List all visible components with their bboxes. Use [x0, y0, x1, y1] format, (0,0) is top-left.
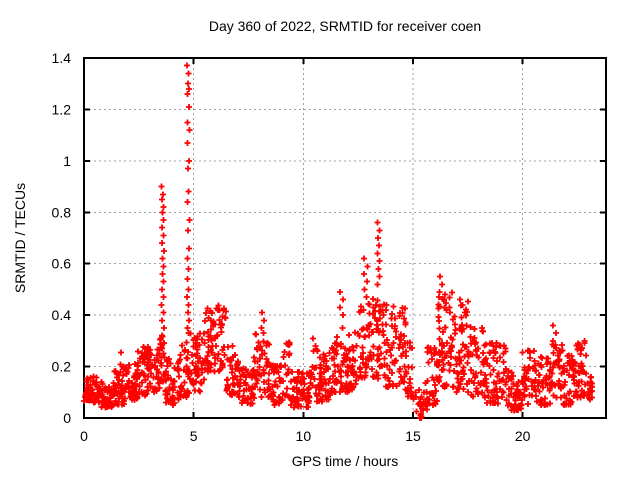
y-axis-label: SRMTID / TECUs: [12, 183, 28, 293]
x-tick-label: 5: [190, 428, 198, 444]
x-tick-label: 0: [80, 428, 88, 444]
chart-title: Day 360 of 2022, SRMTID for receiver coe…: [209, 18, 481, 34]
x-tick-label: 20: [515, 428, 531, 444]
y-tick-label: 1.2: [52, 101, 72, 117]
y-tick-label: 0.6: [52, 256, 72, 272]
x-axis-label: GPS time / hours: [292, 453, 399, 469]
tick-labels: 0 5 10 15 20 0 0.2 0.4 0.6 0.8 1 1.2 1.4: [52, 50, 531, 444]
y-tick-label: 1.4: [52, 50, 72, 66]
x-tick-label: 15: [405, 428, 421, 444]
y-tick-label: 1: [63, 153, 71, 169]
plot-border: [83, 57, 607, 419]
scatter-data-points: [81, 62, 595, 421]
y-tick-label: 0: [63, 410, 71, 426]
x-tick-label: 10: [296, 428, 312, 444]
y-tick-label: 0.4: [52, 307, 72, 323]
y-tick-label: 0.8: [52, 204, 72, 220]
y-tick-label: 0.2: [52, 359, 72, 375]
